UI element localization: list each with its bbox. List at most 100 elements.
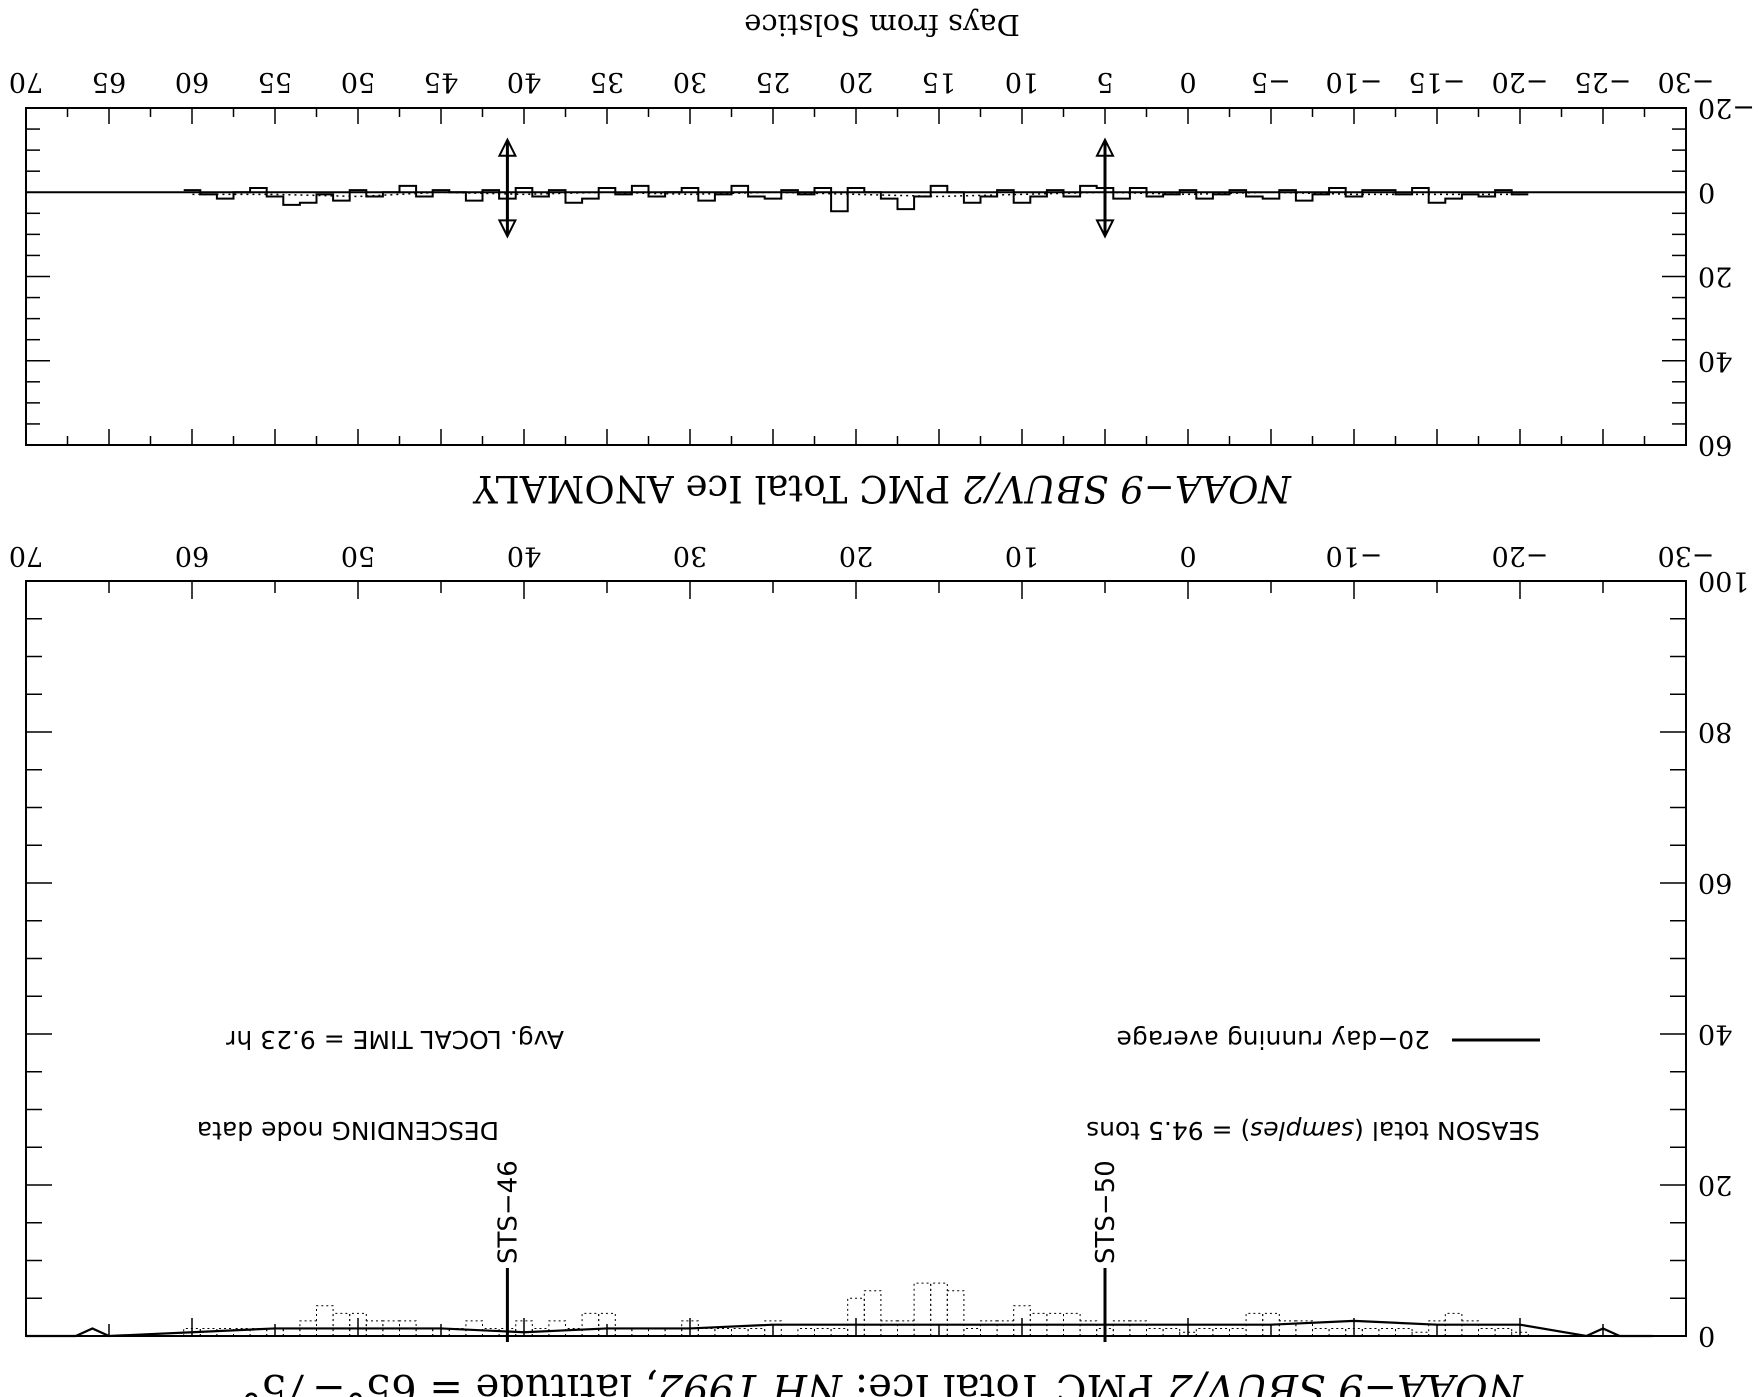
anomaly-x-tick-labels: −30 −25 −20 −15 −10 −5 0 5 10 15 20 25 30 35 40 45 50 55 6…	[9, 66, 1715, 97]
sample-bar	[747, 1327, 766, 1336]
anomaly-title-plain: PMC Total Ice ANOMALY	[473, 467, 962, 510]
season-total-pre: SEASON total (	[1354, 1116, 1540, 1145]
anomaly-x-tick-label: 70	[9, 66, 43, 97]
sample-bar	[465, 1320, 483, 1336]
main-title-italic-1: NOAA−9 SBUV/2	[1167, 1365, 1524, 1397]
anomaly-y-tick-labels: −20 0 20 40 60	[1698, 92, 1755, 460]
sample-bar	[199, 1327, 218, 1336]
main-y-ticks	[26, 580, 1686, 1337]
anomaly-marker-triangle	[497, 219, 518, 239]
anomaly-y-ticks	[26, 107, 1686, 446]
sample-bar	[1395, 1327, 1413, 1336]
anomaly-x-tick-label: 5	[1096, 66, 1113, 97]
node-data-note: DESCENDING node data	[197, 1116, 499, 1145]
main-x-tick-label: 60	[175, 540, 209, 571]
sample-bar	[216, 1327, 234, 1336]
sample-bar	[1461, 1320, 1479, 1336]
main-running-average	[26, 1319, 1653, 1338]
sample-bar	[1361, 1327, 1380, 1336]
anomaly-panel-title: NOAA−9 SBUV/2 PMC Total Ice ANOMALY	[473, 467, 1292, 510]
sample-bar	[897, 1320, 915, 1336]
main-x-tick-label: 40	[507, 540, 541, 571]
sample-bar	[1411, 1331, 1430, 1336]
shuttle-marker-label: STS−46	[493, 1160, 523, 1264]
main-x-tick-label: 20	[839, 540, 873, 571]
main-shuttle-markers: STS−50 STS−46	[493, 1160, 1121, 1342]
main-plot-frame	[25, 580, 1687, 1337]
sample-bar	[664, 1327, 683, 1336]
main-y-tick-labels: 0 20 40 60 80 100	[1698, 565, 1750, 1351]
season-total-post: ) = 94.5 tons	[1086, 1116, 1250, 1145]
main-y-tick-label: 20	[1698, 1169, 1732, 1200]
anomaly-y-tick-label: 60	[1698, 429, 1732, 460]
sample-bar	[863, 1290, 882, 1336]
sample-bar	[614, 1327, 633, 1336]
sample-bar	[1312, 1327, 1330, 1336]
sample-bar	[1112, 1320, 1131, 1336]
sample-bar	[880, 1320, 898, 1336]
sample-bar	[581, 1312, 600, 1336]
sample-bar	[847, 1297, 865, 1336]
anomaly-title-italic: NOAA−9 SBUV/2	[962, 467, 1292, 510]
sample-bar	[1146, 1327, 1164, 1336]
sample-bar	[282, 1327, 301, 1336]
anomaly-x-tick-label: −15	[1409, 66, 1466, 97]
anomaly-x-tick-label: 50	[341, 66, 375, 97]
main-panel-title: NOAA−9 SBUV/2 PMC Total Ice: NH 1992, la…	[241, 1365, 1523, 1397]
main-x-tick-label: 30	[673, 540, 707, 571]
anomaly-panel: NOAA−9 SBUV/2 PMC Total Ice ANOMALY −30−…	[9, 8, 1755, 510]
main-y-tick-label: 40	[1698, 1018, 1732, 1049]
main-y-tick-label: 60	[1698, 867, 1732, 898]
sample-bar	[1212, 1327, 1230, 1336]
anomaly-marker-triangle	[1095, 219, 1115, 239]
sample-bar	[980, 1320, 998, 1336]
sample-bar	[565, 1327, 583, 1336]
anomaly-x-tick-label: 10	[1005, 66, 1039, 97]
running-average-line	[26, 1319, 1653, 1338]
sample-bar	[531, 1327, 550, 1336]
sample-bar	[316, 1305, 334, 1336]
anomaly-marker-triangle	[1095, 137, 1115, 157]
sample-bar	[548, 1320, 566, 1336]
main-title-italic-2: NH 1992	[658, 1365, 843, 1397]
anomaly-x-tick-label: 35	[590, 66, 624, 97]
sample-bar	[1511, 1331, 1529, 1336]
main-title-plain-2: , latitude = 65°−75°	[241, 1365, 657, 1397]
anomaly-y-tick-label: 40	[1698, 345, 1732, 376]
main-x-tick-labels: −30 −20 −10 0 10 20 30 40 50 60 70	[9, 540, 1715, 571]
anomaly-x-tick-label: −10	[1326, 66, 1383, 97]
anomaly-x-tick-label: −5	[1251, 66, 1291, 97]
sample-bar	[1378, 1327, 1396, 1336]
anomaly-shuttle-markers	[497, 137, 1115, 239]
anomaly-step-line	[183, 184, 1529, 213]
anomaly-x-tick-label: 60	[175, 66, 209, 97]
sample-bar	[482, 1327, 500, 1336]
sample-bar	[1345, 1327, 1363, 1336]
main-x-tick-label: 10	[1005, 540, 1039, 571]
anomaly-x-tick-label: 15	[922, 66, 956, 97]
sample-bar	[731, 1327, 749, 1336]
anomaly-x-tick-label: 40	[507, 66, 541, 97]
sample-bar	[1195, 1327, 1214, 1336]
sample-bar	[631, 1327, 649, 1336]
sample-bar	[913, 1282, 932, 1336]
anomaly-x-ticks	[25, 108, 1687, 445]
sample-bar	[1328, 1327, 1347, 1336]
main-x-tick-label: 70	[9, 540, 43, 571]
local-time-note: Avg. LOCAL TIME = 9.23 hr	[225, 1025, 564, 1054]
anomaly-marker-triangle	[497, 137, 518, 157]
sample-bar	[415, 1327, 434, 1336]
anomaly-x-tick-label: 65	[92, 66, 126, 97]
sample-bar	[648, 1327, 666, 1336]
sample-bar	[996, 1320, 1015, 1336]
anomaly-x-tick-label: 30	[673, 66, 707, 97]
anomaly-y-tick-label: −20	[1698, 92, 1755, 123]
sample-bar	[1229, 1327, 1247, 1336]
sample-bar	[946, 1290, 965, 1336]
anomaly-x-tick-label: −25	[1575, 66, 1632, 97]
main-y-tick-label: 100	[1698, 565, 1750, 596]
main-panel: NOAA−9 SBUV/2 PMC Total Ice: NH 1992, la…	[9, 540, 1750, 1397]
anomaly-x-tick-label: 55	[258, 66, 292, 97]
main-y-tick-label: 80	[1698, 716, 1732, 747]
